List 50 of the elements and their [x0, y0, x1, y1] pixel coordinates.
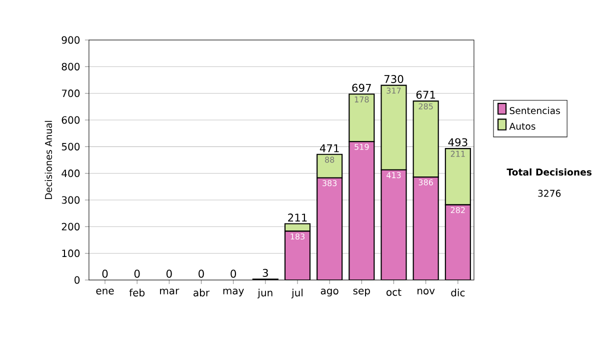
text: 3276 [538, 190, 561, 197]
x-tick-label: jun [258, 288, 272, 298]
total-label: 0 [198, 270, 204, 278]
legend-label: Sentencias [510, 106, 560, 114]
data-label: 88 [325, 156, 334, 163]
x-tick-label: oct [386, 288, 402, 296]
y-tick-label: 100 [62, 250, 80, 258]
x-tick-label: ene [96, 288, 114, 294]
data-label: 282 [450, 207, 465, 214]
total-label: 211 [288, 214, 307, 222]
y-axis-title: Decisiones Anual [44, 120, 52, 199]
total-label: 493 [448, 138, 468, 146]
data-label: 386 [418, 179, 433, 186]
total-label: 671 [416, 90, 436, 99]
total-label: 0 [230, 270, 236, 278]
x-tick-label: feb [129, 288, 145, 296]
y-tick-label: 900 [62, 36, 80, 44]
total-label: 0 [102, 270, 108, 278]
data-label: 317 [386, 88, 401, 94]
data-label: 285 [418, 103, 433, 110]
y-tick-label: 700 [62, 90, 80, 98]
x-tick-label: may [223, 288, 244, 296]
total-label: 697 [352, 84, 371, 92]
data-label: 413 [386, 172, 401, 178]
text: Total Decisiones [506, 168, 592, 176]
total-label: 730 [384, 74, 404, 84]
y-tick-label: 400 [62, 170, 80, 178]
y-tick-label: 800 [62, 62, 80, 70]
x-tick-label: ago [320, 288, 338, 296]
y-tick-label: 300 [62, 196, 80, 204]
y-tick-label: 0 [74, 276, 80, 284]
x-tick-label: nov [418, 288, 435, 294]
x-tick-label: mar [160, 288, 180, 294]
total-label: 0 [134, 270, 140, 278]
x-tick-label: dic [451, 288, 465, 296]
x-tick-label: abr [194, 288, 210, 296]
total-label: 3 [262, 268, 268, 277]
data-label: 183 [290, 233, 304, 240]
total-label: 0 [166, 270, 172, 278]
y-tick-label: 600 [62, 116, 80, 124]
total-label: 471 [320, 144, 339, 152]
data-label: 519 [354, 144, 369, 150]
y-tick-label: 500 [62, 142, 80, 150]
data-label: 383 [322, 180, 337, 186]
data-label: 211 [450, 150, 465, 157]
x-tick-label: sep [353, 288, 370, 296]
legend-label: Autos [509, 122, 536, 130]
y-tick-label: 200 [62, 222, 80, 230]
x-tick-label: jul [291, 288, 303, 298]
data-label: 178 [354, 96, 369, 102]
